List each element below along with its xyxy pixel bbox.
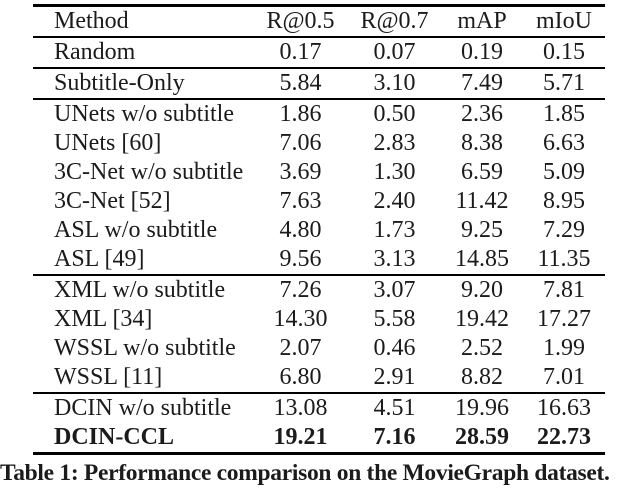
value-cell-r05: 3.69 — [279, 159, 322, 185]
value-cell-map: 2.52 — [461, 335, 503, 361]
value-cell-map: 14.85 — [455, 246, 509, 272]
table-row: ASL w/o subtitle 4.80 1.73 9.25 7.29 — [33, 216, 605, 245]
value-cell-r07: 4.51 — [373, 395, 416, 421]
method-cell: ASL [49] — [54, 246, 145, 272]
method-cell: ASL w/o subtitle — [54, 217, 218, 243]
value-cell-map: 6.59 — [461, 159, 503, 185]
value-cell-miou: 5.71 — [543, 70, 585, 96]
table-row: 3C-Net w/o subtitle 3.69 1.30 6.59 5.09 — [33, 158, 605, 187]
value-cell-r07: 7.16 — [373, 424, 416, 450]
value-cell-miou: 1.85 — [543, 101, 585, 127]
table-row: UNets w/o subtitle 1.86 0.50 2.36 1.85 — [33, 99, 605, 129]
value-cell-r05: 9.56 — [279, 246, 322, 272]
value-cell-map: 19.42 — [455, 306, 509, 332]
method-cell: DCIN-CCL — [54, 424, 174, 450]
value-cell-r05: 6.80 — [279, 364, 322, 390]
value-cell-map: 28.59 — [455, 424, 509, 450]
method-cell: 3C-Net w/o subtitle — [54, 159, 244, 185]
method-cell: DCIN w/o subtitle — [54, 395, 232, 421]
value-cell-r05: 1.86 — [279, 101, 322, 127]
value-cell-r05: 14.30 — [273, 306, 328, 332]
value-cell-r07: 0.07 — [373, 39, 416, 65]
value-cell-map: 19.96 — [455, 395, 509, 421]
value-cell-map: 8.38 — [461, 130, 503, 156]
value-cell-r07: 5.58 — [373, 306, 416, 332]
value-cell-r05: 2.07 — [279, 335, 322, 361]
value-cell-r05: 0.17 — [279, 39, 322, 65]
value-cell-miou: 16.63 — [537, 395, 591, 421]
method-cell: 3C-Net [52] — [54, 188, 171, 214]
value-cell-r07: 3.10 — [373, 70, 416, 96]
value-cell-miou: 22.73 — [537, 424, 591, 450]
value-cell-miou: 7.81 — [543, 277, 585, 303]
value-cell-miou: 11.35 — [537, 246, 591, 272]
value-cell-r05: 13.08 — [273, 395, 328, 421]
col-header-method: Method — [54, 8, 129, 34]
col-header-map: mAP — [457, 8, 507, 34]
value-cell-miou: 0.15 — [543, 39, 585, 65]
value-cell-r07: 2.83 — [373, 130, 416, 156]
value-cell-r05: 5.84 — [279, 70, 322, 96]
col-header-miou: mIoU — [536, 8, 592, 34]
value-cell-r07: 3.13 — [373, 246, 416, 272]
value-cell-map: 7.49 — [461, 70, 503, 96]
value-cell-r07: 3.07 — [373, 277, 416, 303]
value-cell-r05: 7.63 — [279, 188, 322, 214]
method-cell: XML w/o subtitle — [54, 277, 226, 303]
method-cell: Subtitle-Only — [54, 70, 185, 96]
value-cell-map: 0.19 — [461, 39, 503, 65]
value-cell-r05: 4.80 — [279, 217, 322, 243]
table-row: XML [34] 14.30 5.58 19.42 17.27 — [33, 305, 605, 334]
value-cell-r05: 7.26 — [279, 277, 322, 303]
value-cell-r07: 1.30 — [373, 159, 416, 185]
table-caption: Table 1: Performance comparison on the M… — [0, 460, 610, 486]
value-cell-r07: 2.40 — [373, 188, 416, 214]
method-cell: UNets [60] — [54, 130, 162, 156]
value-cell-miou: 7.01 — [543, 364, 585, 390]
value-cell-r05: 19.21 — [273, 424, 328, 450]
method-cell: WSSL w/o subtitle — [54, 335, 236, 361]
value-cell-r07: 0.50 — [373, 101, 416, 127]
table-row: ASL [49] 9.56 3.13 14.85 11.35 — [33, 245, 605, 275]
method-cell: WSSL [11] — [54, 364, 163, 390]
value-cell-map: 9.25 — [461, 217, 503, 243]
results-table: Method R@0.5 R@0.7 mAP mIoU Random 0.17 … — [33, 4, 605, 455]
value-cell-miou: 1.99 — [543, 335, 585, 361]
col-header-r05: R@0.5 — [266, 8, 335, 34]
value-cell-miou: 17.27 — [537, 306, 591, 332]
table-body: Random 0.17 0.07 0.19 0.15 Subtitle-Only… — [33, 37, 605, 454]
method-cell: XML [34] — [54, 306, 153, 332]
table-row: WSSL w/o subtitle 2.07 0.46 2.52 1.99 — [33, 334, 605, 363]
value-cell-r07: 1.73 — [373, 217, 416, 243]
value-cell-map: 9.20 — [461, 277, 503, 303]
table-row: 3C-Net [52] 7.63 2.40 11.42 8.95 — [33, 187, 605, 216]
table-row: WSSL [11] 6.80 2.91 8.82 7.01 — [33, 363, 605, 393]
table-row: Random 0.17 0.07 0.19 0.15 — [33, 37, 605, 68]
value-cell-r05: 7.06 — [279, 130, 322, 156]
value-cell-r07: 0.46 — [373, 335, 416, 361]
value-cell-miou: 7.29 — [543, 217, 585, 243]
value-cell-miou: 8.95 — [543, 188, 585, 214]
value-cell-map: 8.82 — [461, 364, 503, 390]
method-cell: UNets w/o subtitle — [54, 101, 234, 127]
value-cell-miou: 6.63 — [543, 130, 585, 156]
value-cell-map: 2.36 — [461, 101, 503, 127]
table-row: XML w/o subtitle 7.26 3.07 9.20 7.81 — [33, 275, 605, 305]
table-row: UNets [60] 7.06 2.83 8.38 6.63 — [33, 129, 605, 158]
value-cell-r07: 2.91 — [373, 364, 416, 390]
value-cell-map: 11.42 — [455, 188, 509, 214]
method-cell: Random — [54, 39, 136, 65]
table-row: DCIN-CCL 19.21 7.16 28.59 22.73 — [33, 423, 605, 454]
value-cell-miou: 5.09 — [543, 159, 585, 185]
table-row: Subtitle-Only 5.84 3.10 7.49 5.71 — [33, 68, 605, 99]
col-header-r07: R@0.7 — [360, 8, 429, 34]
table-row: DCIN w/o subtitle 13.08 4.51 19.96 16.63 — [33, 393, 605, 423]
table-header-row: Method R@0.5 R@0.7 mAP mIoU — [33, 6, 605, 37]
